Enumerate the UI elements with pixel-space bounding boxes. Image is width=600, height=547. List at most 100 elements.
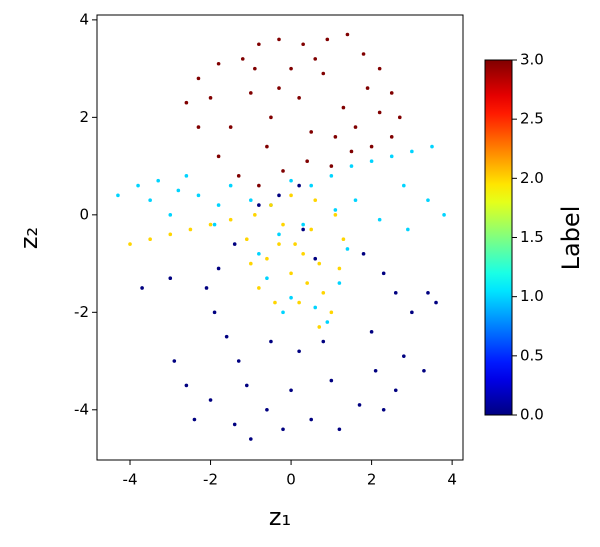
point <box>265 407 269 412</box>
point <box>257 42 261 47</box>
point <box>329 378 334 383</box>
point <box>277 193 281 198</box>
point <box>426 291 430 295</box>
colorbar-tick-label: 2.0 <box>520 169 544 187</box>
point <box>168 276 173 280</box>
point <box>216 154 221 159</box>
point <box>325 37 330 42</box>
point <box>257 183 261 188</box>
point <box>236 174 241 178</box>
point <box>377 217 382 222</box>
point <box>333 208 338 212</box>
y-tick-label: 2 <box>79 108 89 126</box>
point <box>442 213 446 217</box>
point <box>373 369 378 373</box>
point <box>402 183 406 188</box>
point <box>321 71 326 76</box>
point <box>309 417 314 422</box>
point <box>257 286 261 290</box>
x-axis-label: z₁ <box>269 503 291 531</box>
point <box>253 213 257 217</box>
point <box>168 213 173 217</box>
point <box>281 427 285 432</box>
point <box>349 164 354 168</box>
point <box>232 422 237 427</box>
x-tick-label: -4 <box>123 471 138 489</box>
point <box>422 369 426 373</box>
point <box>116 193 120 198</box>
colorbar-tick-label: 3.0 <box>520 51 544 69</box>
point <box>253 66 257 71</box>
point <box>228 183 233 188</box>
point <box>244 237 249 242</box>
point <box>309 227 314 232</box>
point <box>265 144 269 149</box>
point <box>289 271 293 276</box>
colorbar-tick-label: 1.5 <box>520 228 544 246</box>
point <box>329 174 334 178</box>
y-tick-label: 0 <box>79 205 89 223</box>
point <box>301 252 305 256</box>
point <box>148 198 152 203</box>
point <box>281 222 285 227</box>
point <box>297 96 301 100</box>
point <box>228 217 233 222</box>
point <box>236 359 241 363</box>
point <box>381 407 386 412</box>
point <box>301 42 305 47</box>
point <box>156 178 161 183</box>
point <box>281 169 285 173</box>
point <box>313 198 318 203</box>
point <box>301 227 305 232</box>
point <box>325 320 330 324</box>
y-tick-label: -2 <box>74 303 89 321</box>
point <box>289 388 293 393</box>
point <box>224 334 229 339</box>
point <box>265 276 269 280</box>
point <box>353 198 358 203</box>
point <box>369 330 374 334</box>
point <box>341 237 346 242</box>
point <box>196 125 201 129</box>
y-tick-label: -4 <box>74 400 89 418</box>
point <box>289 295 293 300</box>
point <box>381 271 386 276</box>
point <box>277 232 281 237</box>
point <box>184 174 189 178</box>
point <box>410 149 414 154</box>
point <box>357 403 362 407</box>
point <box>406 227 410 232</box>
point <box>196 76 201 81</box>
point <box>216 61 221 66</box>
point <box>333 213 338 217</box>
point <box>297 349 301 354</box>
point <box>337 266 342 271</box>
point <box>204 286 209 290</box>
point <box>216 203 221 207</box>
x-tick-label: -2 <box>203 471 218 489</box>
point <box>402 354 406 358</box>
y-tick-label: 4 <box>79 10 89 28</box>
point <box>333 135 338 139</box>
point <box>184 100 189 105</box>
point <box>389 154 394 159</box>
point <box>257 252 261 256</box>
point <box>269 339 273 344</box>
point <box>277 242 281 246</box>
point <box>321 291 326 295</box>
point <box>361 52 366 56</box>
point <box>329 310 334 315</box>
point <box>305 281 309 285</box>
point <box>377 66 382 71</box>
point <box>426 198 430 203</box>
point <box>341 105 346 110</box>
point <box>289 66 293 71</box>
colorbar-tick-label: 0.5 <box>520 346 544 364</box>
point <box>277 37 281 42</box>
point <box>277 86 281 90</box>
point <box>349 149 354 154</box>
point <box>317 261 322 266</box>
point <box>212 310 217 315</box>
point <box>301 222 305 227</box>
